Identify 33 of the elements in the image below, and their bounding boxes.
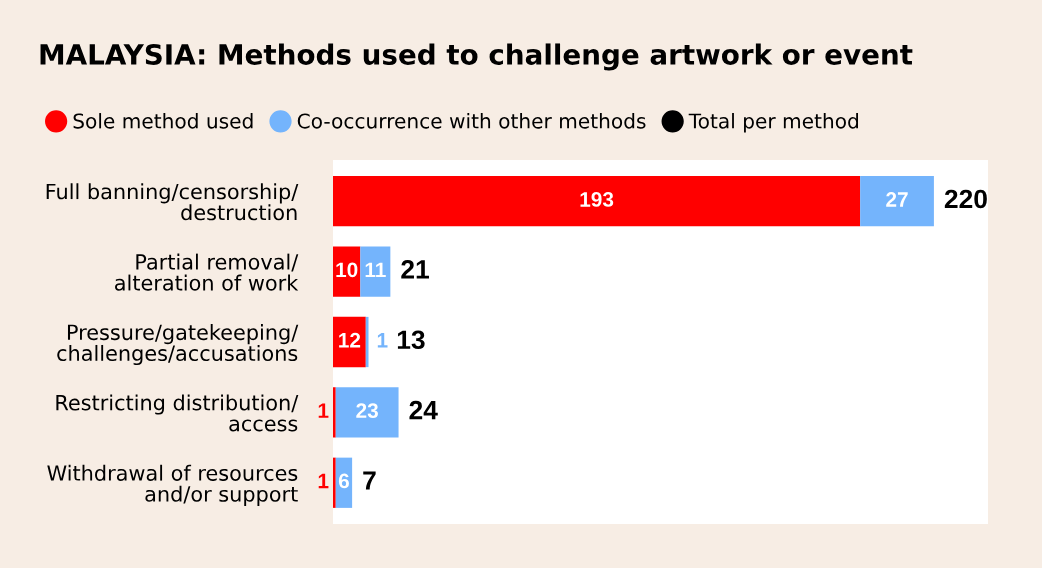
data-label: 12 [339, 332, 361, 348]
bar [333, 387, 336, 438]
data-label: 1 [318, 403, 329, 418]
legend-label: Co-occurrence with other methods [297, 113, 646, 129]
total-label: 220 [944, 189, 987, 209]
total-label: 13 [397, 330, 425, 350]
data-label: 11 [365, 262, 386, 278]
total-label: 21 [401, 260, 429, 279]
data-label: 10 [336, 262, 358, 278]
data-label: 27 [886, 192, 908, 207]
bar [335, 387, 399, 438]
y-tick-label: Pressure/gatekeeping/ challenges/accusations [57, 324, 299, 366]
data-label: 1 [377, 333, 388, 348]
bar [333, 457, 336, 508]
data-label: 23 [356, 403, 378, 418]
y-tick-label: Withdrawal of resources and/or support [47, 464, 298, 506]
y-tick-label: Full banning/censorship/ destruction [46, 183, 299, 221]
data-label: 1 [318, 473, 329, 489]
legend-label: Sole method used [73, 113, 253, 129]
bar [860, 176, 934, 227]
chart-title: MALAYSIA: Methods used to challenge artwork or event [40, 43, 913, 71]
text: Total per method [688, 113, 858, 133]
data-label: 6 [338, 473, 349, 489]
bar [365, 316, 369, 368]
bar [333, 246, 361, 297]
bar [333, 176, 861, 227]
bar [333, 316, 366, 368]
total-label: 24 [409, 400, 438, 420]
bar [360, 246, 391, 297]
data-label: 193 [580, 192, 614, 207]
y-tick-label: Restricting distribution/ access [56, 394, 299, 432]
total-label: 7 [363, 471, 376, 490]
y-tick-label: Partial removal/ alteration of work [115, 253, 299, 291]
